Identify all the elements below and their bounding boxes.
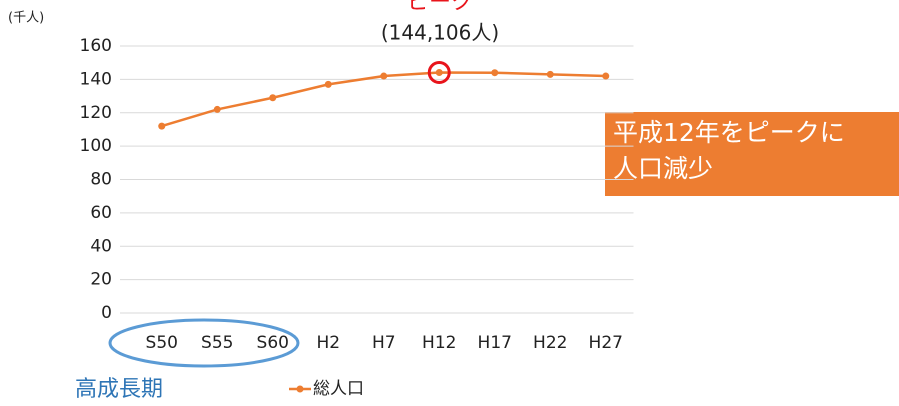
period-ellipse bbox=[108, 318, 300, 368]
peak-label: (144,106人) bbox=[381, 21, 499, 45]
y-tick-label: 0 bbox=[101, 303, 112, 323]
x-tick-label: S50 bbox=[146, 333, 178, 353]
x-tick-label: H2 bbox=[316, 333, 340, 353]
data-point bbox=[546, 70, 554, 78]
legend-marker bbox=[296, 385, 304, 393]
x-tick-label: S60 bbox=[257, 333, 289, 353]
series-line bbox=[161, 71, 606, 128]
callout-box bbox=[605, 112, 899, 196]
period-label: 高成長期 bbox=[75, 377, 163, 402]
legend-label: 総人口 bbox=[313, 379, 364, 399]
y-unit-label: (千人) bbox=[8, 11, 44, 26]
y-tick-label: 40 bbox=[90, 236, 112, 256]
y-tick-label: 60 bbox=[90, 203, 112, 223]
callout-text: 平成12年をピークに bbox=[613, 118, 845, 147]
y-tick-label: 20 bbox=[90, 270, 112, 290]
y-tick-label: 120 bbox=[80, 103, 112, 123]
data-point bbox=[380, 72, 388, 80]
y-tick-label: 80 bbox=[90, 170, 112, 190]
x-tick-label: H27 bbox=[589, 333, 623, 353]
x-tick-label: H7 bbox=[372, 333, 396, 353]
data-point bbox=[602, 72, 610, 80]
x-tick-label: H12 bbox=[422, 333, 456, 353]
data-point bbox=[435, 69, 443, 77]
data-point bbox=[158, 122, 166, 130]
y-tick-label: 140 bbox=[80, 69, 112, 89]
peak-circle bbox=[427, 61, 451, 85]
data-point bbox=[213, 105, 221, 113]
data-point bbox=[491, 69, 499, 77]
callout-text: 人口減少 bbox=[613, 154, 713, 183]
y-tick-label: 100 bbox=[80, 136, 112, 156]
y-tick-label: 160 bbox=[80, 36, 112, 56]
peak-title: ピーク bbox=[407, 0, 473, 15]
x-tick-label: H17 bbox=[478, 333, 512, 353]
data-point bbox=[269, 94, 277, 102]
x-tick-label: S55 bbox=[201, 333, 233, 353]
data-point bbox=[324, 80, 332, 88]
x-tick-label: H22 bbox=[533, 333, 567, 353]
